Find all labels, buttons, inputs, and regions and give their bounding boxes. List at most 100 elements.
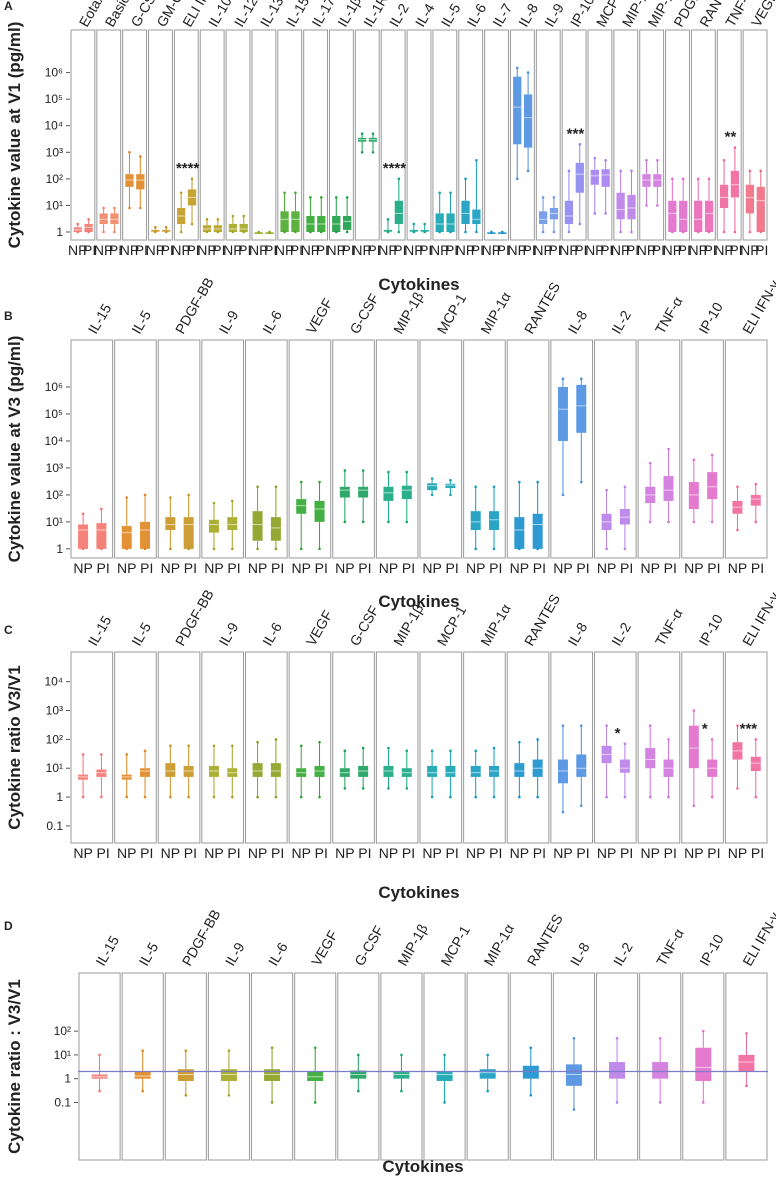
y-tick-label: 10² <box>46 172 63 186</box>
category-frame <box>288 339 332 559</box>
np-outlier <box>438 191 441 195</box>
group-label-np: NP <box>171 242 190 258</box>
category-frame <box>484 29 509 241</box>
ratio-outlier <box>529 1046 533 1050</box>
category-label: IL-9 <box>215 619 241 648</box>
group-label-np: NP <box>684 560 703 576</box>
category-il-15: IL-15 <box>78 933 122 1161</box>
pi-outlier <box>667 520 670 524</box>
category-frame <box>245 651 288 844</box>
category-il-2: IL-2 <box>596 939 639 1161</box>
group-label-np: NP <box>510 560 529 576</box>
group-label-pi: PI <box>402 845 415 861</box>
pi-outlier <box>242 230 246 234</box>
group-label-pi: PI <box>489 845 502 861</box>
x-axis-label: Cytokines <box>382 1157 463 1176</box>
category-frame <box>506 339 550 559</box>
np-box <box>165 763 176 777</box>
x-axis-label: Cytokines <box>378 275 459 294</box>
group-label-np: NP <box>378 242 397 258</box>
group-label-np: NP <box>404 242 423 258</box>
group-label-pi: PI <box>358 560 371 576</box>
group-label-np: NP <box>663 242 682 258</box>
category-label: PDGF-BB <box>172 275 217 337</box>
category-frame <box>596 972 639 1161</box>
category-frame <box>681 651 724 844</box>
pi-outlier <box>164 230 168 234</box>
group-label-np: NP <box>275 242 294 258</box>
group-label-pi: PI <box>271 560 284 576</box>
pi-box <box>730 170 740 198</box>
significance-marker: *** <box>740 720 758 737</box>
pi-box <box>523 94 533 148</box>
np-outlier <box>169 795 172 799</box>
np-outlier <box>256 795 259 799</box>
category-frame <box>550 339 593 559</box>
category-pdgf-bb: PDGF-BB <box>164 907 224 1161</box>
panel-letter: B <box>4 309 13 323</box>
y-tick-label: 10² <box>46 488 63 502</box>
np-outlier <box>334 196 338 199</box>
category-label: IL-9 <box>541 0 567 29</box>
y-tick-label: 10² <box>46 732 63 746</box>
ratio-box <box>652 1062 669 1079</box>
group-label-pi: PI <box>358 845 371 861</box>
pi-outlier <box>579 804 583 808</box>
x-axis-label: Cytokines <box>378 883 459 902</box>
pi-outlier <box>318 795 321 799</box>
pi-outlier <box>216 218 220 221</box>
np-outlier <box>81 795 85 799</box>
ratio-box <box>695 1047 712 1081</box>
y-tick-label: 10¹ <box>46 515 63 529</box>
category-label: IP-10 <box>695 611 726 648</box>
np-box <box>121 526 132 549</box>
pi-outlier <box>552 230 556 234</box>
np-outlier <box>309 196 312 199</box>
group-label-pi: PI <box>533 560 546 576</box>
np-outlier <box>748 169 752 173</box>
ratio-outlier <box>572 1108 576 1111</box>
group-label-pi: PI <box>751 560 764 576</box>
category-frame <box>613 29 639 241</box>
np-outlier <box>387 746 390 750</box>
np-outlier <box>125 753 129 756</box>
group-label-pi: PI <box>227 560 240 576</box>
category-label: IP-10 <box>567 0 598 29</box>
category-frame <box>70 339 114 559</box>
pi-outlier <box>164 226 168 229</box>
category-label: IL-2 <box>610 939 636 968</box>
pi-outlier <box>100 795 103 799</box>
pi-box <box>227 517 238 531</box>
category-label: MIP-1α <box>480 921 517 968</box>
category-label: IL-8 <box>515 0 541 29</box>
category-label: IL-8 <box>567 939 593 968</box>
np-outlier <box>125 547 129 551</box>
group-label-np: NP <box>161 845 180 861</box>
category-frame <box>535 29 561 241</box>
category-label: TNF-α <box>652 606 686 649</box>
ratio-outlier <box>658 1036 662 1040</box>
np-outlier <box>169 547 172 551</box>
category-frame <box>594 651 637 844</box>
pi-box <box>750 756 761 772</box>
np-outlier <box>605 547 608 551</box>
np-outlier <box>474 749 478 753</box>
pi-box <box>136 174 145 190</box>
group-label-pi: PI <box>600 242 613 258</box>
category-label: IL-5 <box>128 619 154 648</box>
pi-outlier <box>449 191 452 195</box>
category-label: MIP-1β <box>390 289 427 336</box>
np-outlier <box>515 177 519 181</box>
category-frame <box>463 339 506 559</box>
pi-outlier <box>623 485 627 489</box>
ratio-outlier <box>400 1089 403 1093</box>
category-label: MCP-1 <box>434 291 470 337</box>
pi-outlier <box>733 230 737 234</box>
ratio-outlier <box>98 1089 101 1093</box>
